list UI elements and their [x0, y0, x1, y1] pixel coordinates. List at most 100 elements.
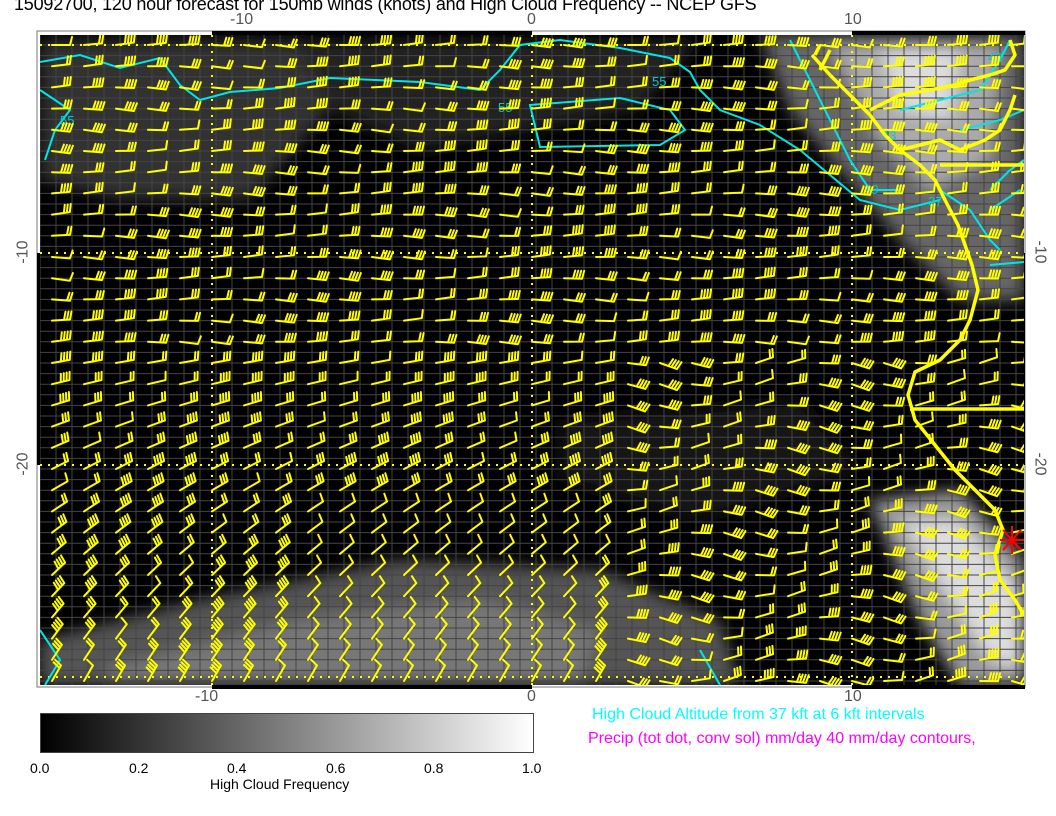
- wind-barb: [627, 654, 651, 667]
- wind-barb: [275, 350, 296, 364]
- wind-barb: [467, 533, 483, 555]
- wind-barb: [659, 289, 681, 301]
- wind-barb: [819, 141, 841, 152]
- wind-barb: [83, 554, 99, 576]
- wind-barb: [179, 119, 201, 131]
- wind-barb: [627, 330, 648, 343]
- wind-barb: [1011, 57, 1024, 68]
- wind-barb: [915, 455, 935, 470]
- wind-barb: [691, 651, 714, 662]
- wind-barb: [211, 595, 225, 619]
- wind-barb: [883, 670, 905, 682]
- wind-barb: [915, 202, 936, 216]
- wind-barb: [595, 56, 617, 68]
- colorbar-tick: 0.8: [424, 760, 444, 776]
- wind-barb: [531, 333, 554, 345]
- wind-barb: [403, 472, 421, 492]
- wind-barb: [275, 76, 297, 89]
- wind-barb: [883, 37, 906, 48]
- wind-barb: [979, 624, 999, 640]
- wind-barb: [819, 37, 842, 49]
- wind-barb: [499, 266, 520, 280]
- wind-barb: [243, 334, 266, 345]
- wind-barb: [147, 370, 167, 386]
- wind-barb: [403, 269, 426, 280]
- wind-barb: [499, 163, 522, 174]
- wind-barb: [51, 472, 69, 492]
- wind-barb: [915, 646, 935, 661]
- wind-barb: [947, 623, 967, 640]
- wind-barb: [51, 182, 73, 195]
- wind-barb: [371, 309, 392, 322]
- wind-barb: [371, 411, 390, 428]
- wind-barb: [563, 96, 584, 110]
- wind-barb: [467, 35, 489, 46]
- wind-barb: [979, 464, 1003, 476]
- wind-barb: [339, 411, 358, 428]
- wind-barb: [627, 400, 651, 413]
- wind-barb: [51, 575, 66, 598]
- wind-barb: [627, 225, 649, 237]
- wind-barb: [275, 246, 297, 258]
- wind-barb: [819, 442, 843, 455]
- wind-barb: [851, 119, 873, 131]
- wind-barb: [147, 595, 161, 619]
- wind-barb: [531, 206, 554, 217]
- wind-barb: [979, 348, 999, 364]
- wind-barb: [435, 391, 455, 407]
- wind-barb: [979, 249, 1002, 261]
- wind-barb: [275, 616, 288, 640]
- wind-barb: [595, 472, 613, 492]
- wind-barb: [883, 224, 904, 237]
- wind-barb: [659, 227, 682, 238]
- wind-barb: [819, 314, 842, 325]
- wind-barb: [51, 391, 71, 407]
- wind-barb: [595, 370, 615, 386]
- wind-barb: [819, 354, 842, 365]
- wind-barb: [755, 58, 778, 69]
- wind-barb: [51, 122, 74, 133]
- wind-barb: [947, 527, 971, 540]
- wind-barb: [211, 451, 230, 470]
- wind-barb: [83, 35, 105, 46]
- wind-barb: [275, 658, 286, 682]
- wind-barb: [339, 35, 361, 46]
- wind-barb: [307, 247, 329, 258]
- wind-barb: [83, 270, 106, 282]
- wind-barb: [371, 451, 390, 470]
- wind-barb: [403, 411, 422, 428]
- wind-barb: [531, 492, 549, 513]
- wind-barb: [787, 625, 807, 640]
- wind-barb: [755, 161, 777, 174]
- wind-barb: [371, 123, 394, 134]
- wind-barb: [1011, 581, 1024, 598]
- frame-bar: [212, 685, 532, 689]
- wind-barb: [659, 161, 681, 174]
- wind-barb: [243, 118, 264, 131]
- wind-barb: [275, 185, 298, 196]
- wind-barb: [339, 182, 361, 195]
- wind-barb: [1011, 139, 1024, 152]
- wind-barb: [307, 411, 326, 428]
- wind-barb: [403, 431, 422, 449]
- wind-barb: [147, 391, 167, 407]
- wind-barb: [595, 312, 618, 323]
- wind-barb: [371, 350, 392, 364]
- wind-barb: [531, 37, 554, 49]
- wind-barb: [243, 370, 263, 386]
- wind-barb: [691, 250, 714, 261]
- wind-barb: [179, 554, 195, 576]
- wind-barb: [851, 439, 874, 450]
- wind-barb: [531, 78, 554, 89]
- wind-barb: [371, 35, 393, 46]
- wind-barb: [627, 378, 651, 390]
- wind-barb: [371, 100, 394, 111]
- wind-barb: [659, 437, 681, 449]
- wind-barb: [147, 350, 168, 364]
- wind-barb: [179, 35, 201, 46]
- wind-barb: [179, 451, 198, 470]
- wind-barb: [403, 658, 414, 682]
- wind-barb: [659, 566, 682, 577]
- wind-barb: [371, 472, 389, 492]
- wind-barb: [531, 267, 553, 280]
